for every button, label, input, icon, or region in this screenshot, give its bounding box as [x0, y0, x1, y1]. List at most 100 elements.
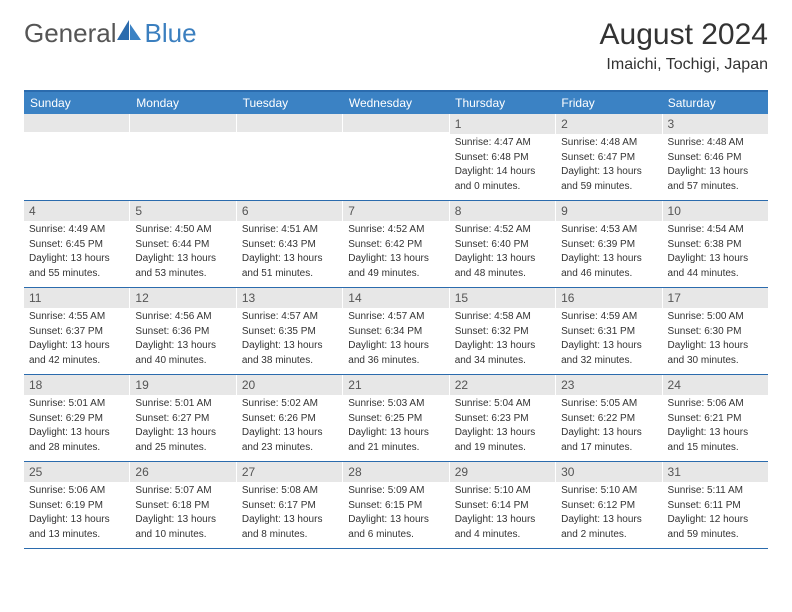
sunrise-text: Sunrise: 5:02 AM: [242, 397, 337, 411]
sunrise-text: Sunrise: 4:55 AM: [29, 310, 124, 324]
day-number: 5: [130, 201, 235, 221]
day-cell: 28Sunrise: 5:09 AMSunset: 6:15 PMDayligh…: [343, 462, 449, 548]
week-row: 25Sunrise: 5:06 AMSunset: 6:19 PMDayligh…: [24, 462, 768, 549]
day-info: Sunrise: 4:59 AMSunset: 6:31 PMDaylight:…: [556, 310, 661, 367]
sunset-text: Sunset: 6:36 PM: [135, 325, 230, 339]
day-cell: 4Sunrise: 4:49 AMSunset: 6:45 PMDaylight…: [24, 201, 130, 287]
logo-text-part1: General: [24, 18, 117, 49]
day-info: Sunrise: 5:07 AMSunset: 6:18 PMDaylight:…: [130, 484, 235, 541]
sunset-text: Sunset: 6:18 PM: [135, 499, 230, 513]
dl1-text: Daylight: 13 hours: [29, 513, 124, 527]
dl2-text: and 38 minutes.: [242, 354, 337, 368]
day-info: Sunrise: 4:54 AMSunset: 6:38 PMDaylight:…: [663, 223, 768, 280]
day-number: 25: [24, 462, 129, 482]
day-info: Sunrise: 5:02 AMSunset: 6:26 PMDaylight:…: [237, 397, 342, 454]
day-cell: 9Sunrise: 4:53 AMSunset: 6:39 PMDaylight…: [556, 201, 662, 287]
sunrise-text: Sunrise: 4:54 AM: [668, 223, 763, 237]
dl1-text: Daylight: 13 hours: [29, 339, 124, 353]
day-cell: 6Sunrise: 4:51 AMSunset: 6:43 PMDaylight…: [237, 201, 343, 287]
day-number: 2: [556, 114, 661, 134]
sunrise-text: Sunrise: 4:53 AM: [561, 223, 656, 237]
weekday-header: Sunday: [24, 92, 130, 114]
sunset-text: Sunset: 6:44 PM: [135, 238, 230, 252]
sunrise-text: Sunrise: 4:57 AM: [242, 310, 337, 324]
weekday-header: Tuesday: [237, 92, 343, 114]
dl1-text: Daylight: 13 hours: [29, 252, 124, 266]
day-info: Sunrise: 5:08 AMSunset: 6:17 PMDaylight:…: [237, 484, 342, 541]
dl2-text: and 36 minutes.: [348, 354, 443, 368]
dl2-text: and 2 minutes.: [561, 528, 656, 542]
dl1-text: Daylight: 13 hours: [242, 252, 337, 266]
day-info: Sunrise: 4:52 AMSunset: 6:42 PMDaylight:…: [343, 223, 448, 280]
day-number: 3: [663, 114, 768, 134]
day-number: 20: [237, 375, 342, 395]
day-info: Sunrise: 4:48 AMSunset: 6:47 PMDaylight:…: [556, 136, 661, 193]
sunrise-text: Sunrise: 4:47 AM: [455, 136, 550, 150]
sunset-text: Sunset: 6:43 PM: [242, 238, 337, 252]
day-number: 28: [343, 462, 448, 482]
sunset-text: Sunset: 6:35 PM: [242, 325, 337, 339]
sunset-text: Sunset: 6:42 PM: [348, 238, 443, 252]
day-number: 30: [556, 462, 661, 482]
day-cell: 12Sunrise: 4:56 AMSunset: 6:36 PMDayligh…: [130, 288, 236, 374]
sunset-text: Sunset: 6:12 PM: [561, 499, 656, 513]
day-info: Sunrise: 4:58 AMSunset: 6:32 PMDaylight:…: [450, 310, 555, 367]
sunrise-text: Sunrise: 5:04 AM: [455, 397, 550, 411]
day-info: Sunrise: 4:57 AMSunset: 6:34 PMDaylight:…: [343, 310, 448, 367]
day-number: [130, 114, 235, 132]
day-info: Sunrise: 4:52 AMSunset: 6:40 PMDaylight:…: [450, 223, 555, 280]
day-number: 16: [556, 288, 661, 308]
dl2-text: and 51 minutes.: [242, 267, 337, 281]
day-cell: 13Sunrise: 4:57 AMSunset: 6:35 PMDayligh…: [237, 288, 343, 374]
dl1-text: Daylight: 13 hours: [455, 339, 550, 353]
day-cell: 1Sunrise: 4:47 AMSunset: 6:48 PMDaylight…: [450, 114, 556, 200]
day-info: Sunrise: 4:56 AMSunset: 6:36 PMDaylight:…: [130, 310, 235, 367]
sunrise-text: Sunrise: 4:48 AM: [561, 136, 656, 150]
day-number: [237, 114, 342, 132]
day-cell: 5Sunrise: 4:50 AMSunset: 6:44 PMDaylight…: [130, 201, 236, 287]
dl1-text: Daylight: 13 hours: [348, 426, 443, 440]
day-cell: 8Sunrise: 4:52 AMSunset: 6:40 PMDaylight…: [450, 201, 556, 287]
week-row: 4Sunrise: 4:49 AMSunset: 6:45 PMDaylight…: [24, 201, 768, 288]
sunrise-text: Sunrise: 5:10 AM: [561, 484, 656, 498]
day-number: 9: [556, 201, 661, 221]
dl2-text: and 4 minutes.: [455, 528, 550, 542]
logo-sail-icon: [115, 18, 143, 49]
day-info: Sunrise: 5:00 AMSunset: 6:30 PMDaylight:…: [663, 310, 768, 367]
day-info: Sunrise: 5:11 AMSunset: 6:11 PMDaylight:…: [663, 484, 768, 541]
sunset-text: Sunset: 6:23 PM: [455, 412, 550, 426]
sunrise-text: Sunrise: 5:01 AM: [135, 397, 230, 411]
dl1-text: Daylight: 13 hours: [348, 513, 443, 527]
sunset-text: Sunset: 6:29 PM: [29, 412, 124, 426]
dl1-text: Daylight: 13 hours: [348, 252, 443, 266]
day-info: Sunrise: 5:01 AMSunset: 6:29 PMDaylight:…: [24, 397, 129, 454]
day-info: Sunrise: 4:57 AMSunset: 6:35 PMDaylight:…: [237, 310, 342, 367]
dl1-text: Daylight: 13 hours: [242, 426, 337, 440]
day-cell: 26Sunrise: 5:07 AMSunset: 6:18 PMDayligh…: [130, 462, 236, 548]
dl2-text: and 21 minutes.: [348, 441, 443, 455]
day-info: Sunrise: 5:03 AMSunset: 6:25 PMDaylight:…: [343, 397, 448, 454]
day-info: Sunrise: 5:01 AMSunset: 6:27 PMDaylight:…: [130, 397, 235, 454]
dl2-text: and 30 minutes.: [668, 354, 763, 368]
day-info: Sunrise: 4:53 AMSunset: 6:39 PMDaylight:…: [556, 223, 661, 280]
day-cell: 16Sunrise: 4:59 AMSunset: 6:31 PMDayligh…: [556, 288, 662, 374]
sunrise-text: Sunrise: 4:58 AM: [455, 310, 550, 324]
day-info: Sunrise: 5:04 AMSunset: 6:23 PMDaylight:…: [450, 397, 555, 454]
day-cell: 29Sunrise: 5:10 AMSunset: 6:14 PMDayligh…: [450, 462, 556, 548]
sunrise-text: Sunrise: 5:00 AM: [668, 310, 763, 324]
dl1-text: Daylight: 13 hours: [348, 339, 443, 353]
day-info: Sunrise: 4:49 AMSunset: 6:45 PMDaylight:…: [24, 223, 129, 280]
dl1-text: Daylight: 13 hours: [455, 252, 550, 266]
dl1-text: Daylight: 13 hours: [668, 426, 763, 440]
day-info: Sunrise: 4:47 AMSunset: 6:48 PMDaylight:…: [450, 136, 555, 193]
day-number: 7: [343, 201, 448, 221]
dl1-text: Daylight: 13 hours: [455, 426, 550, 440]
dl2-text: and 48 minutes.: [455, 267, 550, 281]
day-info: Sunrise: 4:48 AMSunset: 6:46 PMDaylight:…: [663, 136, 768, 193]
sunrise-text: Sunrise: 5:09 AM: [348, 484, 443, 498]
day-number: 19: [130, 375, 235, 395]
sunset-text: Sunset: 6:38 PM: [668, 238, 763, 252]
dl1-text: Daylight: 13 hours: [29, 426, 124, 440]
dl2-text: and 34 minutes.: [455, 354, 550, 368]
title-block: August 2024 Imaichi, Tochigi, Japan: [600, 18, 768, 74]
